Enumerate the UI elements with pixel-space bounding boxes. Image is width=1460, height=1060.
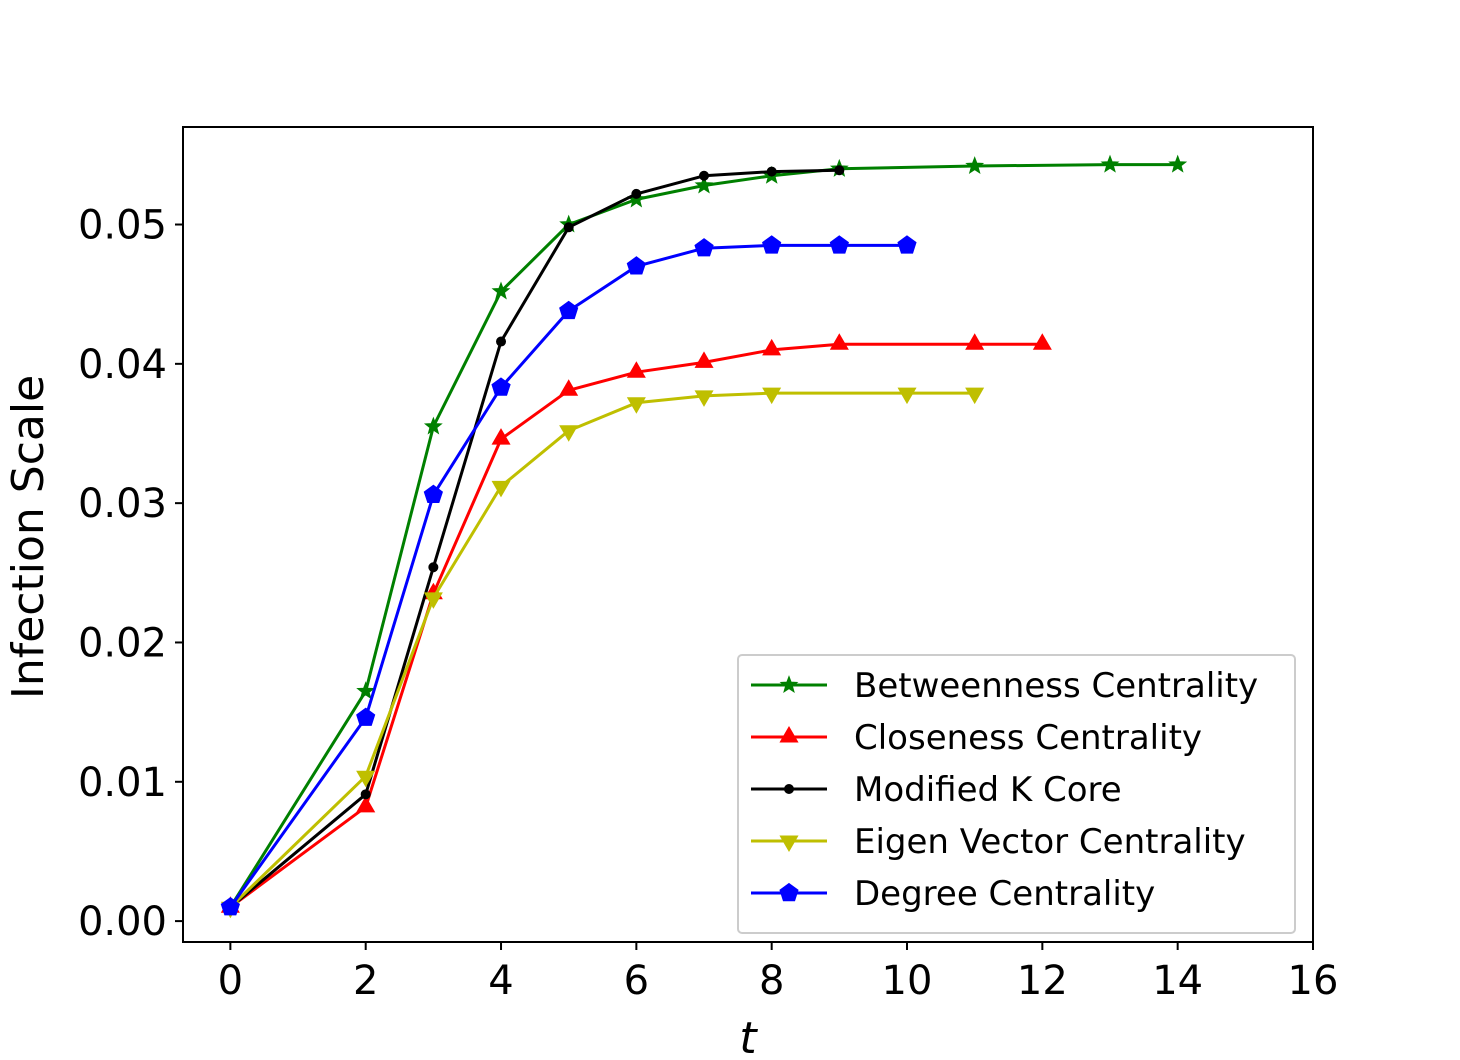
- legend-label: Modified K Core: [854, 770, 1122, 810]
- point-closeness-centrality: [965, 333, 985, 350]
- x-axis-label: t: [739, 1013, 758, 1060]
- point-betweenness-centrality: [491, 281, 511, 300]
- x-tick-label: 16: [1288, 958, 1339, 1004]
- point-closeness-centrality: [356, 795, 376, 813]
- line-eigen-vector-centrality: [229, 391, 975, 909]
- legend-box: [737, 654, 1296, 934]
- point-eigen-vector-centrality: [491, 480, 511, 498]
- point-degree-centrality: [626, 256, 646, 275]
- legend-marker: [779, 882, 799, 902]
- y-axis-label: Infection Scale: [3, 375, 54, 699]
- point-degree-centrality: [694, 238, 714, 257]
- y-axis: 0.00 0.01 0.02 0.03 0.04 0.05: [78, 203, 183, 945]
- point-eigen-vector-centrality: [762, 387, 782, 405]
- point-betweenness-centrality: [356, 681, 376, 700]
- point-degree-centrality: [423, 484, 443, 503]
- point-closeness-centrality: [559, 379, 579, 396]
- point-modified-k-core: [563, 222, 574, 233]
- legend-item-modified-k-core: Modified K Core: [751, 770, 1122, 810]
- point-eigen-vector-centrality: [626, 397, 646, 414]
- legend-item-betweenness-centrality: Betweenness Centrality: [751, 666, 1258, 706]
- y-tick-label: 0.05: [78, 203, 167, 249]
- point-closeness-centrality: [491, 428, 511, 445]
- point-degree-centrality: [829, 235, 849, 254]
- y-tick-label: 0.03: [78, 481, 167, 527]
- x-tick-label: 6: [624, 958, 649, 1004]
- x-axis: 0 2 4 6 8 10 12 14 16: [218, 942, 1339, 1004]
- point-betweenness-centrality: [965, 156, 985, 175]
- x-tick-label: 12: [1017, 958, 1068, 1004]
- point-eigen-vector-centrality: [559, 425, 579, 442]
- legend-marker: [779, 675, 799, 694]
- legend-item-degree-centrality: Degree Centrality: [751, 874, 1155, 914]
- plot-frame: [182, 126, 1314, 943]
- x-tick-label: 4: [488, 958, 513, 1004]
- point-closeness-centrality: [829, 333, 849, 350]
- legend-label: Closeness Centrality: [854, 718, 1202, 758]
- point-degree-centrality: [356, 707, 376, 726]
- point-degree-centrality: [762, 235, 782, 254]
- point-eigen-vector-centrality: [694, 390, 714, 407]
- point-closeness-centrality: [1032, 333, 1052, 350]
- point-degree-centrality: [897, 235, 917, 254]
- point-degree-centrality: [220, 897, 240, 916]
- x-tick-label: 2: [353, 958, 378, 1004]
- legend-item-eigen-vector-centrality: Eigen Vector Centrality: [751, 822, 1246, 862]
- point-eigen-vector-centrality: [897, 387, 917, 405]
- line-degree-centrality: [229, 243, 907, 909]
- point-betweenness-centrality: [1168, 154, 1188, 173]
- x-tick-label: 10: [882, 958, 933, 1004]
- legend-item-closeness-centrality: Closeness Centrality: [751, 718, 1202, 758]
- legend-label: Eigen Vector Centrality: [854, 822, 1246, 862]
- y-tick-label: 0.04: [78, 342, 167, 388]
- line-betweenness-centrality: [229, 163, 1178, 908]
- point-eigen-vector-centrality: [423, 592, 443, 609]
- point-modified-k-core: [699, 170, 710, 181]
- point-degree-centrality: [559, 300, 579, 320]
- x-tick-label: 0: [218, 958, 243, 1004]
- legend-label: Betweenness Centrality: [854, 666, 1258, 706]
- point-modified-k-core: [766, 166, 777, 177]
- point-closeness-centrality: [626, 361, 646, 378]
- point-closeness-centrality: [694, 351, 714, 368]
- point-modified-k-core: [631, 188, 642, 199]
- point-modified-k-core: [360, 789, 371, 800]
- point-modified-k-core: [834, 165, 845, 176]
- legend-marker: [779, 726, 799, 743]
- point-modified-k-core: [428, 562, 439, 573]
- point-closeness-centrality: [762, 338, 782, 356]
- y-tick-label: 0.01: [78, 760, 167, 806]
- point-betweenness-centrality: [423, 416, 443, 435]
- series-degree-centrality: [220, 235, 917, 916]
- point-degree-centrality: [491, 377, 511, 396]
- x-tick-label: 8: [759, 958, 784, 1004]
- legend-marker: [779, 835, 799, 852]
- legend-marker: [784, 784, 794, 794]
- legend: Betweenness Centrality Closeness Centrali…: [737, 654, 1296, 934]
- point-modified-k-core: [496, 336, 507, 347]
- series-layer: [220, 154, 1188, 919]
- point-eigen-vector-centrality: [356, 770, 376, 788]
- y-tick-label: 0.02: [78, 620, 167, 666]
- legend-label: Degree Centrality: [854, 874, 1155, 914]
- point-betweenness-centrality: [1100, 154, 1120, 173]
- y-tick-label: 0.00: [78, 899, 167, 945]
- point-eigen-vector-centrality: [965, 387, 985, 405]
- point-betweenness-centrality: [694, 175, 714, 194]
- x-tick-label: 14: [1152, 958, 1203, 1004]
